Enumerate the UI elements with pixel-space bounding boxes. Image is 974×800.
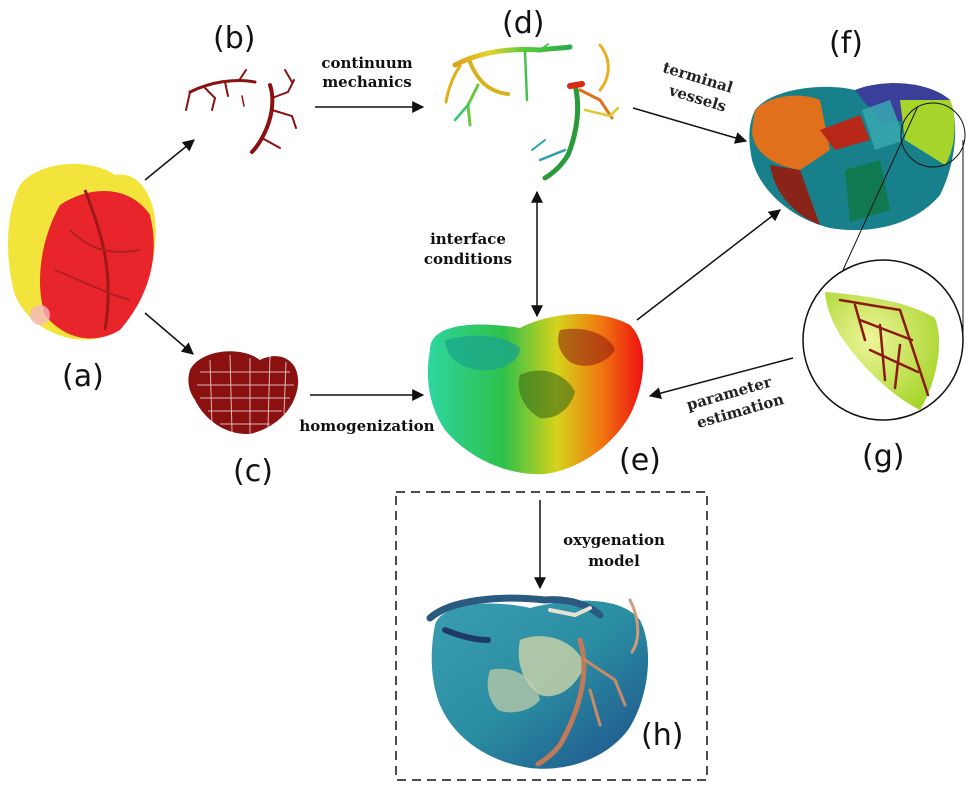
panel-f-segmented-heart — [749, 83, 956, 231]
panel-label-b: (b) — [213, 21, 255, 56]
arrow-a-to-c — [144, 312, 194, 355]
label-oxygenation: oxygenation — [563, 531, 665, 549]
label-interface: interface — [430, 230, 506, 248]
panel-d-perfusion-tree — [444, 43, 620, 181]
panel-label-h: (h) — [641, 718, 683, 753]
zoom-indicator — [842, 102, 966, 340]
arrow-g-to-e — [648, 357, 794, 400]
oxygenation-box — [395, 491, 708, 781]
arrow-e-to-f — [636, 209, 781, 321]
label-terminal-vessels: terminal vessels — [661, 58, 736, 115]
panel-label-c: (c) — [233, 454, 273, 489]
panel-label-e: (e) — [619, 443, 661, 478]
label-mechanics: mechanics — [322, 73, 411, 91]
label-homogenization: homogenization — [299, 417, 434, 435]
panel-a-heart — [8, 163, 156, 340]
flow-arrows — [144, 101, 794, 590]
panel-label-d: (d) — [502, 6, 544, 41]
panel-g-zoom-view — [802, 259, 964, 421]
panel-label-g: (g) — [862, 439, 904, 474]
panel-e-perfusion-heart — [427, 313, 644, 475]
panel-label-a: (a) — [62, 359, 104, 394]
panel-c-vessel-network — [188, 351, 299, 435]
label-continuum: continuum — [321, 54, 412, 72]
label-conditions: conditions — [424, 250, 512, 268]
panel-label-f: (f) — [829, 26, 863, 61]
arrow-d-to-f — [632, 107, 748, 144]
label-model: model — [588, 552, 640, 570]
label-parameter-estimation: parameter estimation — [684, 372, 786, 432]
panel-b-vessel-tree — [185, 69, 297, 154]
panel-h-oxygenation-heart — [395, 491, 708, 781]
arrow-a-to-b — [144, 139, 195, 181]
